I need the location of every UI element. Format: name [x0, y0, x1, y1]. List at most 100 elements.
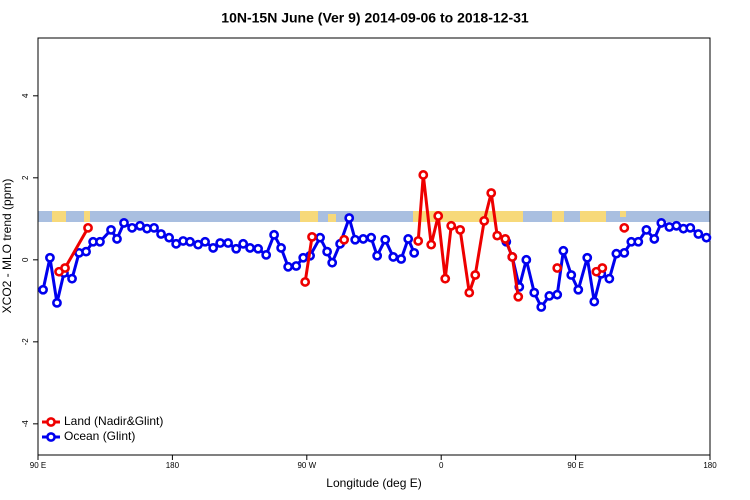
data-point — [418, 170, 429, 180]
data-point — [701, 232, 712, 243]
data-point — [283, 261, 294, 272]
data-point — [305, 250, 315, 261]
data-point — [81, 246, 91, 257]
data-point — [215, 238, 226, 248]
y-tick-label: -4 — [21, 420, 30, 428]
data-point — [582, 252, 593, 263]
data-point — [156, 229, 166, 239]
data-point — [350, 234, 361, 245]
data-point — [291, 261, 302, 271]
data-point — [649, 234, 660, 244]
data-point — [45, 252, 55, 263]
data-point — [492, 230, 503, 241]
chart-title: 10N-15N June (Ver 9) 2014-09-06 to 2018-… — [221, 10, 529, 26]
data-point — [327, 257, 338, 268]
data-point — [119, 218, 129, 228]
data-point — [269, 229, 279, 240]
plot-frame — [37, 37, 711, 456]
data-point — [521, 254, 532, 265]
data-point — [231, 243, 242, 254]
data-point — [479, 215, 490, 226]
land-patches — [52, 211, 626, 222]
x-tick-label: 90 E — [30, 461, 46, 470]
data-point — [322, 246, 333, 257]
data-point — [619, 247, 630, 258]
data-point — [641, 224, 652, 235]
data-point — [552, 263, 563, 273]
data-point — [358, 234, 369, 244]
data-point — [60, 263, 70, 273]
data-point — [300, 277, 311, 287]
data-point — [507, 252, 518, 262]
data-point — [67, 273, 77, 284]
x-tick-label: 180 — [703, 461, 717, 470]
data-point — [440, 273, 451, 284]
data-point — [558, 245, 569, 256]
data-point — [185, 236, 195, 247]
data-point — [95, 236, 105, 247]
data-point — [208, 243, 219, 253]
data-point — [656, 218, 667, 228]
data-point — [619, 222, 630, 233]
data-point — [127, 222, 137, 233]
data-point — [597, 263, 608, 273]
data-point — [633, 236, 644, 247]
data-point — [396, 254, 407, 264]
data-point — [344, 213, 355, 223]
y-tick-label: 4 — [21, 93, 30, 98]
data-point — [403, 234, 414, 244]
data-point — [536, 302, 547, 312]
x-tick-label: 0 — [439, 461, 444, 470]
data-point — [433, 211, 444, 221]
data-point — [529, 287, 540, 298]
map-strip — [38, 211, 710, 222]
legend-label: Land (Nadir&Glint) — [64, 414, 163, 428]
series-line — [41, 212, 708, 310]
data-point — [366, 232, 377, 243]
data-point — [693, 229, 704, 239]
data-point — [106, 224, 116, 235]
data-point — [339, 234, 350, 245]
data-point — [552, 289, 563, 300]
x-tick-label: 90 E — [567, 461, 583, 470]
x-tick-label: 90 W — [297, 461, 316, 470]
data-point — [372, 250, 383, 261]
data-point — [464, 287, 475, 298]
data-point — [223, 238, 234, 248]
data-point — [149, 222, 159, 233]
data-point — [500, 234, 511, 244]
y-tick-label: 2 — [21, 175, 30, 180]
data-point — [38, 284, 48, 295]
data-point — [413, 236, 424, 246]
data-point — [685, 222, 696, 233]
legend-label: Ocean (Glint) — [64, 429, 135, 443]
y-tick-label: 0 — [21, 257, 30, 262]
data-point — [470, 270, 481, 280]
data-point — [52, 297, 62, 308]
data-point — [380, 234, 391, 245]
data-point — [238, 238, 249, 249]
data-point — [611, 248, 622, 259]
data-point — [604, 273, 615, 284]
data-point — [83, 222, 93, 233]
y-tick-label: -2 — [21, 338, 30, 346]
data-point — [486, 188, 497, 198]
data-point — [446, 220, 457, 231]
data-point — [513, 291, 524, 302]
data-point — [388, 252, 399, 262]
x-axis-label: Longitude (deg E) — [326, 476, 421, 490]
data-point — [566, 270, 577, 280]
data-point — [426, 239, 437, 250]
data-point — [164, 232, 175, 243]
data-point — [261, 250, 272, 260]
data-point — [589, 296, 600, 307]
data-point — [573, 284, 584, 295]
data-point — [409, 247, 420, 258]
data-point — [200, 236, 211, 247]
legend-marker — [46, 432, 56, 442]
data-point — [307, 231, 317, 242]
data-point — [455, 224, 466, 235]
y-axis-label: XCO2 - MLO trend (ppm) — [0, 179, 14, 314]
data-point — [112, 234, 122, 244]
